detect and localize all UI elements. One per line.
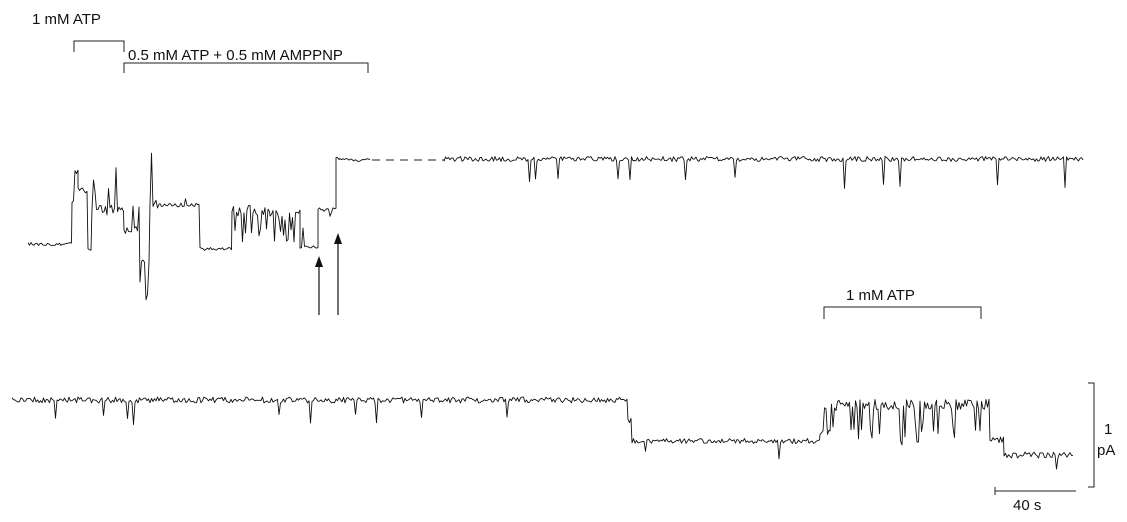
- arrow-marker-1: [315, 256, 323, 315]
- arrow-marker-2: [334, 233, 342, 315]
- bracket-atp-top: [73, 40, 125, 52]
- scale-time-label: 40 s: [1013, 497, 1042, 514]
- label-1mM-atp-top: 1 mM ATP: [32, 11, 101, 28]
- label-1mM-atp-bottom: 1 mM ATP: [846, 287, 915, 304]
- trace-bottom: [11, 396, 1074, 470]
- scale-current-value: 1: [1104, 421, 1113, 438]
- trace-top-left: [27, 152, 371, 301]
- bracket-atp-amppnp: [123, 62, 369, 73]
- scale-bar-current: [1088, 382, 1095, 488]
- bracket-atp-bottom: [823, 306, 982, 319]
- trace-top-right: [443, 156, 1084, 189]
- label-atp-amppnp: 0.5 mM ATP + 0.5 mM AMPPNP: [128, 47, 343, 64]
- scale-current-unit: pA: [1097, 442, 1116, 459]
